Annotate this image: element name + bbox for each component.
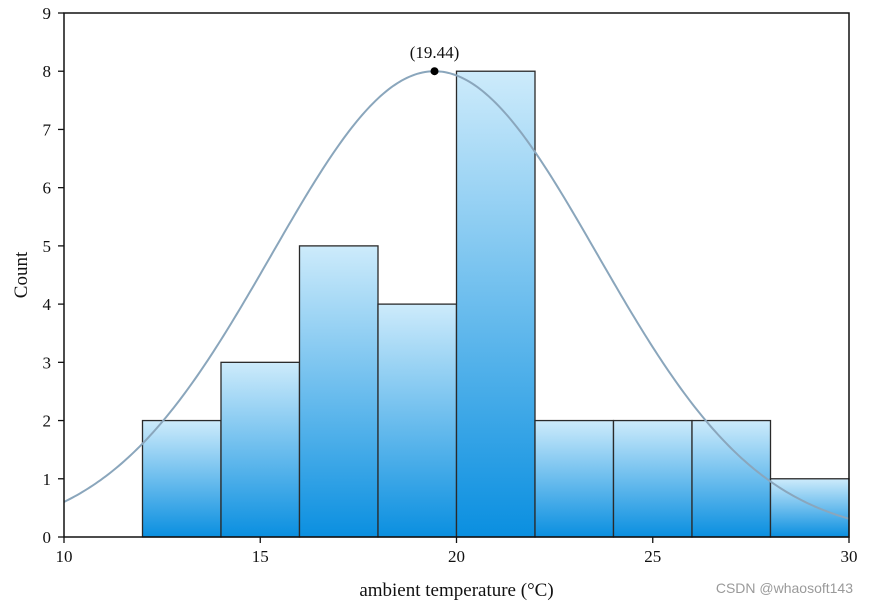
y-tick-label: 3 xyxy=(43,353,52,372)
y-axis-title: Count xyxy=(11,251,32,298)
histogram-bar-2 xyxy=(220,361,301,538)
histogram-bar-5 xyxy=(455,70,536,538)
histogram-bar-3 xyxy=(298,245,379,538)
y-tick-label: 6 xyxy=(43,179,52,198)
histogram-bar-8 xyxy=(691,419,772,538)
y-tick-label: 4 xyxy=(43,295,52,314)
peak-marker xyxy=(430,67,439,76)
histogram-bar-4 xyxy=(377,303,458,538)
y-tick-label: 0 xyxy=(43,528,52,547)
histogram-bar-9 xyxy=(769,478,850,538)
x-axis: 10 15 20 25 30 xyxy=(56,537,858,566)
x-tick-label: 10 xyxy=(56,547,73,566)
histogram-bar-6 xyxy=(534,419,615,538)
histogram-bars xyxy=(141,70,850,538)
x-tick-label: 25 xyxy=(644,547,661,566)
normal-fit-curve xyxy=(63,70,850,520)
y-tick-label: 1 xyxy=(43,470,52,489)
y-tick-label: 9 xyxy=(43,4,52,23)
watermark: CSDN @whaosoft143 xyxy=(712,579,856,597)
y-tick-label: 8 xyxy=(43,62,52,81)
x-axis-title: ambient temperature (°C) xyxy=(359,580,553,601)
y-axis: 0 1 2 3 4 5 6 7 8 9 xyxy=(43,4,64,547)
peak-label: (19.44) xyxy=(410,43,460,62)
x-tick-label: 20 xyxy=(448,547,465,566)
y-tick-label: 7 xyxy=(43,120,52,139)
x-tick-label: 30 xyxy=(841,547,858,566)
x-tick-label: 15 xyxy=(252,547,269,566)
histogram-bar-1 xyxy=(141,419,222,538)
y-tick-label: 2 xyxy=(43,412,52,431)
histogram-bar-7 xyxy=(612,419,693,538)
y-tick-label: 5 xyxy=(43,237,52,256)
